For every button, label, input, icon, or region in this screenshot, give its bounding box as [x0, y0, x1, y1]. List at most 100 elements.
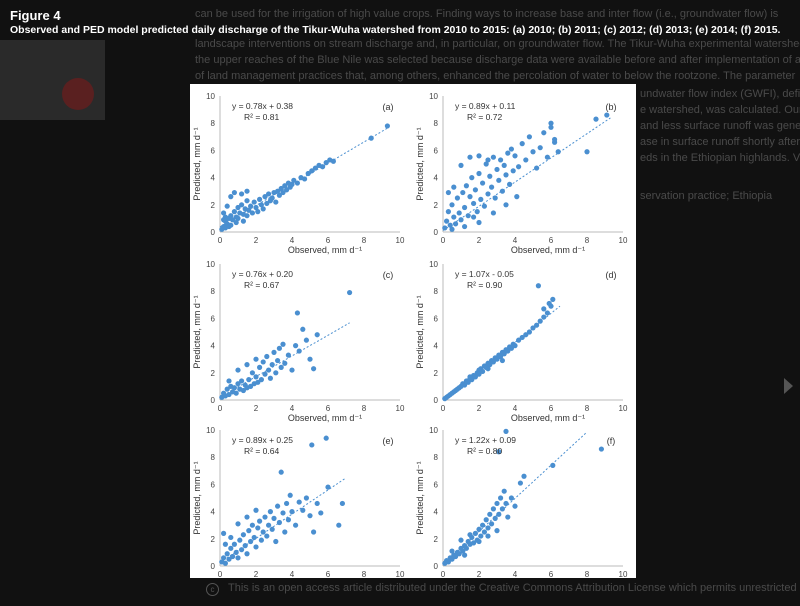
data-point: [480, 522, 486, 528]
data-point: [501, 488, 507, 494]
data-point: [593, 116, 599, 122]
data-point: [339, 500, 345, 507]
data-point: [248, 383, 254, 389]
data-point: [454, 195, 460, 201]
data-point: [347, 289, 353, 296]
data-point: [465, 213, 471, 219]
data-point: [552, 136, 558, 143]
data-point: [262, 194, 268, 200]
data-point: [289, 367, 295, 373]
data-point: [264, 200, 270, 207]
data-point: [485, 525, 491, 531]
data-point: [548, 124, 554, 130]
data-point: [467, 194, 473, 200]
data-point: [544, 154, 550, 160]
data-point: [530, 149, 536, 155]
data-point: [246, 207, 252, 213]
data-point: [490, 154, 496, 160]
data-point: [496, 177, 502, 183]
data-point: [507, 181, 513, 187]
data-point: [226, 556, 232, 562]
y-tick-label: 2: [434, 535, 439, 544]
x-tick-label: 4: [290, 570, 295, 578]
y-tick-label: 0: [211, 562, 216, 571]
x-tick-label: 6: [549, 236, 554, 245]
data-point: [330, 158, 336, 164]
data-point: [253, 374, 259, 380]
data-point: [490, 359, 496, 365]
data-point: [445, 189, 451, 196]
trendline-equation: y = 1.07x - 0.05: [455, 269, 514, 279]
data-point: [512, 343, 518, 349]
data-point: [276, 345, 282, 351]
thumbnail-image[interactable]: [0, 40, 105, 120]
data-point: [519, 334, 525, 341]
data-point: [492, 515, 498, 521]
data-point: [336, 522, 342, 528]
data-point: [514, 194, 520, 200]
data-point: [231, 541, 237, 547]
data-point: [462, 382, 468, 388]
data-point: [269, 362, 275, 368]
chart-panel-2: 0 2 4 6 8 10 0 2 4 6 8 10 Observed, mm d⁻¹ Predicted,…: [415, 92, 628, 255]
data-point: [258, 377, 264, 383]
x-tick-label: 6: [549, 404, 554, 413]
background-text-line: undwater flow index (GWFI), defin: [640, 88, 800, 100]
data-point: [546, 300, 552, 307]
y-axis-label: Predicted, mm d⁻¹: [415, 295, 425, 368]
data-point: [307, 513, 313, 519]
data-point: [257, 364, 263, 370]
data-point: [280, 341, 286, 347]
data-point: [499, 357, 505, 364]
data-point: [503, 428, 509, 434]
data-point: [276, 519, 282, 526]
x-axis-label: Observed, mm d⁻¹: [288, 413, 362, 423]
data-point: [264, 353, 270, 360]
data-point: [508, 345, 514, 351]
data-point: [512, 503, 518, 509]
data-point: [449, 556, 455, 562]
r-squared-label: R² = 0.72: [467, 112, 502, 122]
data-point: [271, 349, 277, 355]
data-point: [312, 165, 318, 171]
data-point: [465, 379, 471, 385]
data-point: [293, 522, 299, 528]
data-point: [284, 187, 290, 193]
data-point: [505, 150, 511, 156]
license-text[interactable]: This is an open access article distribut…: [228, 582, 797, 594]
data-point: [311, 529, 317, 535]
y-tick-label: 6: [211, 314, 216, 323]
data-point: [251, 199, 257, 205]
data-point: [460, 548, 466, 554]
x-tick-label: 2: [254, 570, 259, 578]
y-tick-label: 6: [434, 480, 439, 489]
data-point: [510, 168, 516, 174]
data-point: [467, 374, 473, 380]
trendline-equation: y = 0.89x + 0.25: [232, 435, 293, 445]
y-tick-label: 10: [429, 92, 438, 101]
data-point: [282, 183, 288, 189]
data-point: [228, 222, 234, 228]
next-arrow-icon[interactable]: [784, 378, 793, 394]
background-text-line: e watershed, was calculated. Our: [640, 104, 800, 116]
data-point: [598, 446, 604, 452]
data-point: [530, 325, 536, 331]
y-tick-label: 4: [211, 342, 216, 351]
panel-letter: (f): [607, 436, 616, 446]
data-point: [526, 134, 532, 140]
chart-panel-4: 0 2 4 6 8 10 0 2 4 6 8 10 Observed, mm d⁻¹ Predicted,…: [415, 260, 628, 423]
background-text-line: ase in surface runoff shortly after t: [640, 136, 800, 148]
data-point: [278, 364, 284, 370]
data-point: [253, 356, 259, 362]
data-point: [445, 559, 451, 565]
data-point: [476, 526, 482, 532]
data-point: [262, 371, 268, 377]
data-point: [269, 526, 275, 532]
data-point: [260, 206, 266, 212]
trendline: [442, 117, 611, 231]
panel-letter: (d): [606, 270, 617, 280]
y-tick-label: 0: [434, 396, 439, 405]
trendline-equation: y = 0.76x + 0.20: [232, 269, 293, 279]
data-point: [481, 529, 487, 535]
data-point: [269, 195, 275, 201]
